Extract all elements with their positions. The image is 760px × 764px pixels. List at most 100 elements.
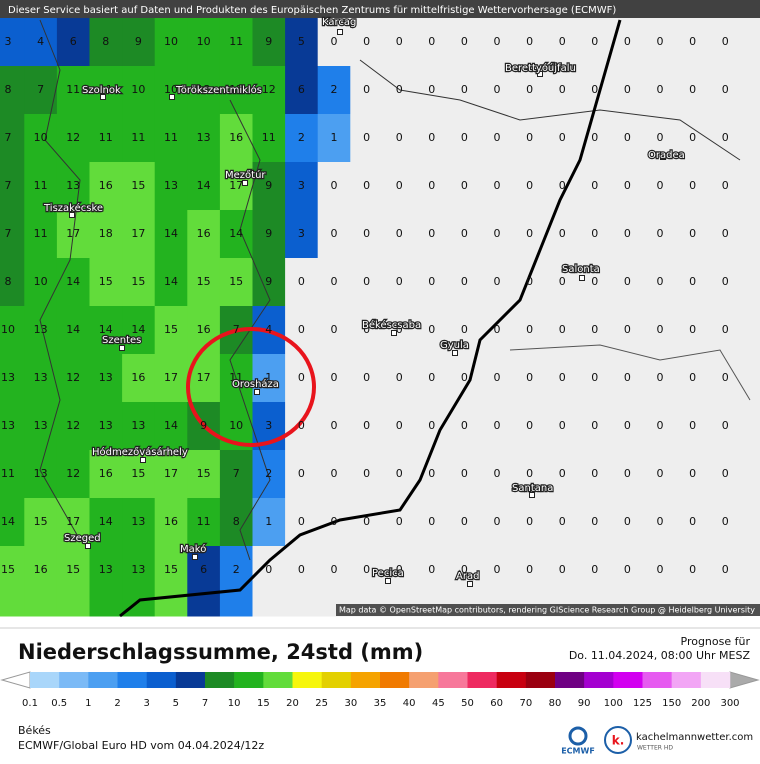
place-dot	[100, 94, 106, 100]
precip-value: 13	[99, 563, 113, 576]
precip-value: 11	[99, 83, 113, 96]
precip-value: 0	[363, 371, 370, 384]
precip-cell	[382, 162, 416, 211]
precip-value: 0	[559, 35, 566, 48]
precip-value: 0	[428, 563, 435, 576]
precip-value: 7	[37, 83, 44, 96]
precip-value: 1	[331, 131, 338, 144]
precip-value: 10	[229, 419, 243, 432]
precip-cell	[285, 162, 319, 211]
precip-cell	[56, 498, 90, 547]
precip-cell	[285, 210, 319, 259]
precip-value: 11	[99, 131, 113, 144]
precip-cell	[513, 162, 547, 211]
precip-value: 10	[164, 35, 178, 48]
precip-value: 14	[164, 227, 178, 240]
precip-value: 0	[494, 227, 501, 240]
precip-cell	[154, 354, 188, 403]
precip-cell	[448, 306, 482, 355]
precip-cell	[56, 258, 90, 307]
precip-value: 13	[197, 131, 211, 144]
precip-cell	[219, 498, 253, 547]
precip-value: 12	[66, 371, 80, 384]
precip-cell	[0, 18, 25, 67]
precip-value: 0	[526, 83, 533, 96]
precip-value: 14	[164, 275, 178, 288]
precip-value: 0	[624, 131, 631, 144]
precip-value: 0	[526, 467, 533, 480]
precip-cell	[415, 306, 449, 355]
precip-cell	[317, 66, 351, 115]
precip-cell	[643, 258, 677, 307]
attribution-bar	[336, 604, 760, 616]
precip-value: 0	[331, 371, 338, 384]
precip-value: 6	[200, 563, 207, 576]
precip-cell	[382, 114, 416, 163]
precip-cell	[415, 114, 449, 163]
ecmwf-logo: ECMWF	[561, 747, 595, 756]
precip-cell	[187, 210, 221, 259]
precip-cell	[89, 546, 123, 617]
precip-value: 0	[624, 371, 631, 384]
precip-cell	[708, 306, 742, 355]
precip-value: 0	[298, 467, 305, 480]
precip-value: 0	[624, 323, 631, 336]
legend-swatch	[409, 672, 439, 688]
precip-cell	[382, 18, 416, 67]
precip-value: 0	[624, 515, 631, 528]
forecast-label: Prognose für	[681, 635, 751, 648]
precip-value: 0	[363, 467, 370, 480]
precip-cell	[285, 66, 319, 115]
precip-value: 0	[591, 179, 598, 192]
precip-value: 0	[331, 419, 338, 432]
precip-cell	[513, 498, 547, 547]
precip-value: 0	[657, 419, 664, 432]
legend-swatch	[380, 672, 410, 688]
place-label: Salonta	[562, 264, 600, 275]
place-dot	[529, 492, 535, 498]
place-dot	[579, 275, 585, 281]
precip-cell	[545, 354, 579, 403]
precip-value: 0	[689, 515, 696, 528]
precip-value: 1	[265, 515, 272, 528]
precip-cell	[578, 450, 612, 499]
precip-cell	[0, 210, 25, 259]
precip-value: 0	[689, 179, 696, 192]
precip-cell	[252, 546, 286, 617]
precip-cell	[350, 450, 384, 499]
precip-cell	[611, 66, 645, 115]
precip-value: 0	[396, 275, 403, 288]
precip-cell	[219, 18, 253, 67]
precip-value: 11	[66, 83, 80, 96]
precip-value: 11	[229, 371, 243, 384]
precip-value: 13	[34, 467, 48, 480]
precip-value: 0	[559, 515, 566, 528]
precip-value: 0	[363, 275, 370, 288]
precip-cell	[252, 162, 286, 211]
place-label: Makó	[180, 543, 206, 555]
precip-cell	[24, 402, 58, 451]
precip-value: 0	[428, 515, 435, 528]
precip-cell	[89, 66, 123, 115]
precip-value: 0	[428, 419, 435, 432]
precip-value: 0	[461, 227, 468, 240]
precip-cell	[56, 306, 90, 355]
precip-value: 3	[298, 179, 305, 192]
legend-swatch	[292, 672, 322, 688]
precip-value: 2	[298, 131, 305, 144]
legend-value: 300	[720, 698, 739, 709]
precip-value: 0	[657, 371, 664, 384]
precip-cell	[545, 114, 579, 163]
precip-value: 0	[689, 275, 696, 288]
precip-value: 11	[1, 467, 15, 480]
precip-cell	[448, 498, 482, 547]
precip-cell	[708, 402, 742, 451]
precip-cell	[154, 306, 188, 355]
precip-value: 14	[99, 323, 113, 336]
precip-value: 8	[102, 35, 109, 48]
place-label: Törökszentmiklós	[175, 84, 262, 96]
precip-value: 0	[591, 467, 598, 480]
precip-value: 0	[526, 563, 533, 576]
precip-value: 7	[5, 227, 12, 240]
precip-value: 0	[559, 83, 566, 96]
